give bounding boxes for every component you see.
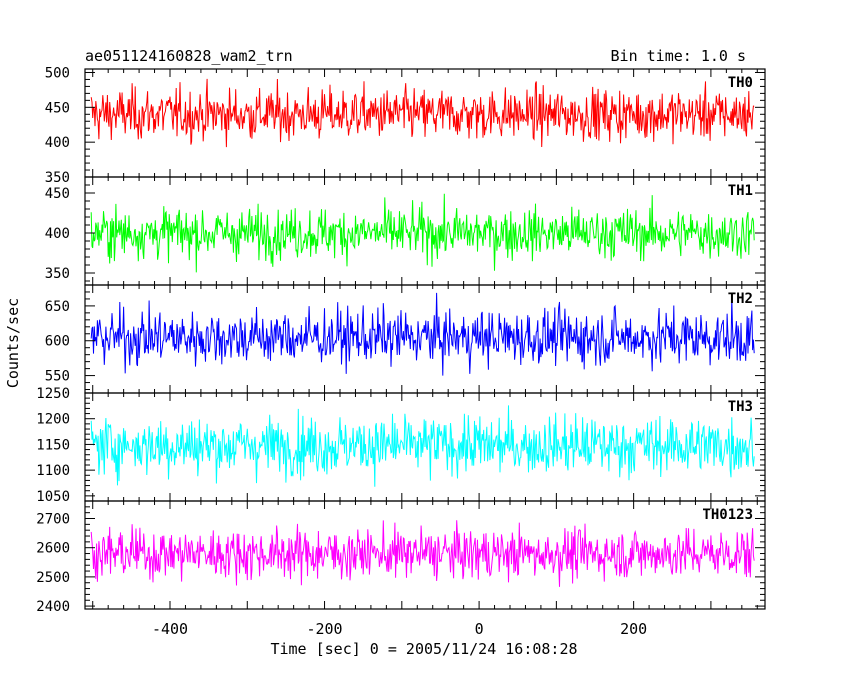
y-tick-label: 2400: [36, 599, 70, 615]
x-tick-label: 200: [620, 620, 647, 638]
y-tick-label: 550: [45, 369, 70, 385]
panel-label-th3: TH3: [728, 399, 753, 415]
y-tick-label: 400: [45, 226, 70, 242]
chart-title: ae051124160828_wam2_trn: [85, 47, 293, 65]
series-line-th1: [90, 193, 755, 273]
x-axis-label: Time [sec] 0 = 2005/11/24 16:08:28: [270, 640, 577, 658]
panels-group: 350 400 450 500 TH0 350 400 450 TH1 550 600 650 TH2 1…: [36, 65, 766, 615]
y-tick-label: 2500: [36, 570, 70, 586]
y-tick-label: 500: [45, 65, 70, 81]
panel-frame: [84, 500, 766, 610]
y-tick-label: 600: [45, 334, 70, 350]
panel-label-th0123: TH0123: [702, 507, 753, 523]
y-tick-label: 2700: [36, 512, 70, 528]
series-line-th2: [90, 292, 755, 376]
series-line-th3: [90, 405, 755, 487]
series-line-th0: [90, 78, 755, 148]
panel-th1: 350 400 450 TH1: [45, 176, 766, 286]
panel-th0: 350 400 450 500 TH0: [45, 65, 766, 186]
panel-th3: 1050 1100 1150 1200 1250 TH3: [36, 386, 766, 505]
y-tick-label: 1150: [36, 437, 70, 453]
panel-label-th0: TH0: [728, 75, 753, 91]
y-tick-label: 2600: [36, 541, 70, 557]
y-tick-label: 1200: [36, 412, 70, 428]
x-tick-label: 0: [475, 620, 484, 638]
y-tick-label: 400: [45, 135, 70, 151]
y-tick-label: 650: [45, 299, 70, 315]
bin-time-label: Bin time: 1.0 s: [611, 47, 746, 65]
x-axis: -400 -200 0 200: [152, 620, 647, 638]
panel-label-th1: TH1: [728, 183, 753, 199]
x-tick-label: -200: [306, 620, 342, 638]
series-line-th0123: [90, 520, 755, 587]
panel-label-th2: TH2: [728, 291, 753, 307]
y-tick-label: 350: [45, 266, 70, 282]
y-tick-label: 1050: [36, 489, 70, 505]
y-tick-label: 450: [45, 100, 70, 116]
panel-frame: [84, 284, 766, 394]
y-tick-label: 450: [45, 186, 70, 202]
y-tick-label: 1250: [36, 386, 70, 402]
panel-th2: 550 600 650 TH2: [45, 284, 766, 394]
y-axis-label: Counts/sec: [4, 298, 22, 388]
y-tick-label: 350: [45, 170, 70, 186]
y-tick-label: 1100: [36, 463, 70, 479]
x-tick-label: -400: [152, 620, 188, 638]
panel-th0123: 2400 2500 2600 2700 TH0123: [36, 500, 766, 615]
